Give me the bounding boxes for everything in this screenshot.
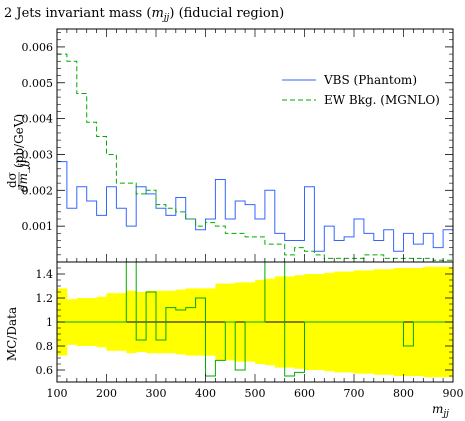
legend-label-1: EW Bkg. (MGNLO): [324, 93, 440, 107]
main-y-tick-label: 0.002: [22, 184, 54, 197]
y-label-unit: (pb/GeV): [12, 114, 26, 168]
x-tick-label: 700: [344, 387, 365, 400]
main-y-tick-label: 0.004: [22, 113, 54, 126]
ratio-y-tick-label: 0.6: [36, 364, 54, 377]
ratio-line: [57, 261, 453, 377]
main-y-tick-label: 0.005: [22, 77, 54, 90]
main-y-tick-label: 0.006: [22, 41, 54, 54]
y-label-frac-den: dm_jj: [16, 159, 30, 192]
x-tick-label: 100: [47, 387, 68, 400]
ratio-y-axis-label: MC/Data: [5, 307, 19, 361]
ratio-y-tick-label: 0.8: [36, 340, 54, 353]
ratio-y-tick-label: 1.4: [36, 268, 54, 281]
x-axis-label: mjj: [432, 402, 449, 419]
ratio-y-tick-label: 1: [46, 316, 53, 329]
main-panel: 0.001 0.002 0.003 0.004 0.005 0.006 VBS (Phant…: [22, 28, 454, 263]
x-tick-label: 400: [195, 387, 216, 400]
main-y-tick-label: 0.001: [22, 220, 54, 233]
legend-label-0: VBS (Phantom): [323, 73, 417, 87]
main-y-axis-label: dσ dm_jj (pb/GeV): [5, 114, 30, 192]
ratio-y-tick-label: 1.2: [36, 292, 54, 305]
chart-title: 2 Jets invariant mass (mjj) (fiducial re…: [4, 6, 284, 23]
x-tick-label: 300: [146, 387, 167, 400]
y-label-frac-num: dσ: [5, 172, 19, 188]
x-tick-label: 200: [96, 387, 117, 400]
main-frame: [56, 28, 454, 263]
ratio-panel: 0.6 0.8 1 1.2 1.4 100 200 300 400 500 600 700 800 900: [36, 261, 464, 400]
main-y-tick-label: 0.003: [22, 148, 54, 161]
x-tick-label: 800: [393, 387, 414, 400]
series-line-1: [57, 53, 453, 261]
series-line-0: [57, 161, 453, 252]
x-tick-label: 500: [245, 387, 266, 400]
x-tick-label: 900: [443, 387, 464, 400]
x-tick-label: 600: [294, 387, 315, 400]
